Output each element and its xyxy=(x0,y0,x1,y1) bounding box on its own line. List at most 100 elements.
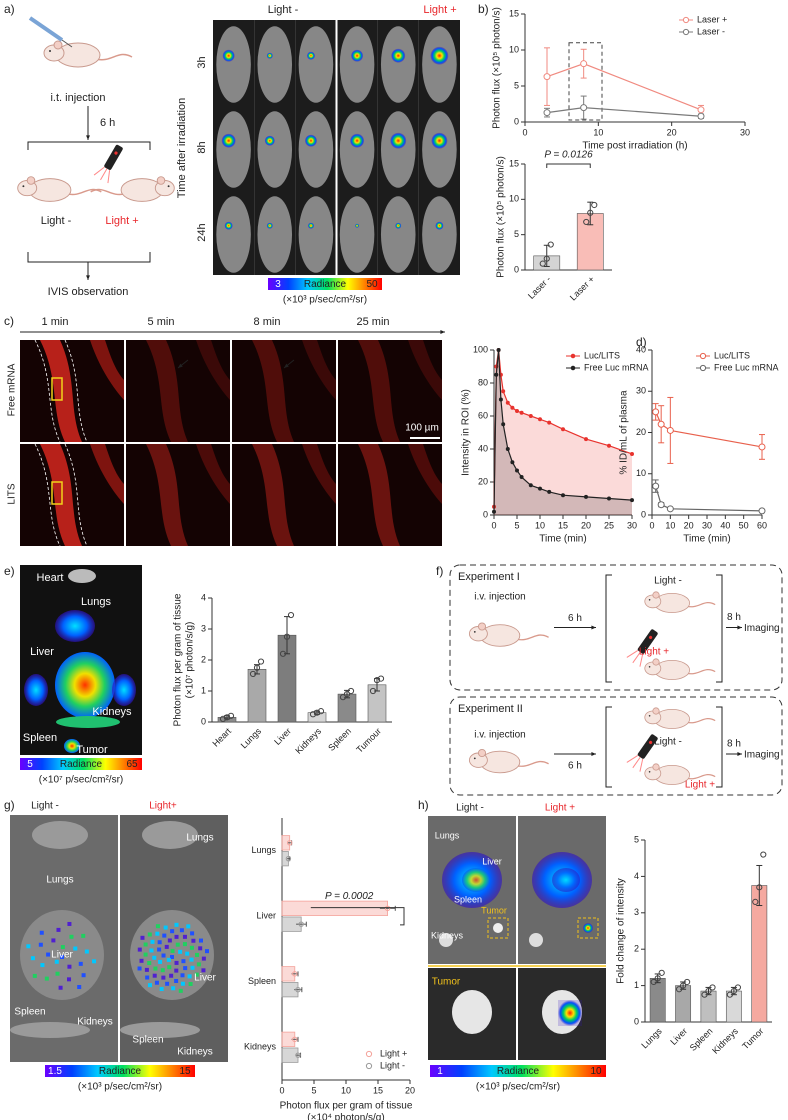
signal-pixel xyxy=(204,949,209,954)
signal-pixel xyxy=(67,977,72,982)
data-point xyxy=(510,460,515,465)
colorbar xyxy=(268,278,382,290)
signal-pixel xyxy=(26,944,31,949)
x-tick-label: Tumour xyxy=(354,726,383,755)
label: 5 min xyxy=(148,316,175,328)
x-tick-label: 0 xyxy=(279,1085,284,1095)
signal-pixel xyxy=(181,959,186,964)
x-tick-label: 40 xyxy=(720,520,730,530)
x-tick-label: 50 xyxy=(739,520,749,530)
label: Spleen xyxy=(132,1035,163,1046)
mouse-icon xyxy=(644,658,716,681)
signal-pixel xyxy=(81,973,86,978)
annotation: P = 0.0002 xyxy=(325,891,374,902)
signal-pixel xyxy=(67,964,72,969)
vessel xyxy=(90,444,124,504)
series-line xyxy=(655,411,763,448)
label: Experiment II xyxy=(458,703,523,715)
signal-pixel xyxy=(167,938,172,943)
signal-pixel xyxy=(166,957,171,962)
signal-pixel xyxy=(195,952,200,957)
laser-body xyxy=(637,629,658,654)
colorbar-min: 5 xyxy=(27,759,33,770)
replicate-point xyxy=(313,709,321,716)
axis-label: Photon flux per gram of tissue xyxy=(173,593,184,726)
signal-pixel xyxy=(180,973,185,978)
signal-pixel xyxy=(140,935,145,940)
signal-pixel xyxy=(183,966,188,971)
data-point xyxy=(295,986,301,993)
label: Time after irradiation xyxy=(176,98,188,198)
signal-pixel xyxy=(60,945,65,950)
significance-bracket xyxy=(546,163,591,168)
signal-pixel xyxy=(174,960,179,965)
label: Tumor xyxy=(76,744,108,756)
y-tick-label: Spleen xyxy=(248,976,276,986)
area-fill xyxy=(494,350,632,515)
mouse-photo xyxy=(380,196,416,273)
legend-marker xyxy=(570,365,576,371)
signal-blob xyxy=(307,222,314,229)
label: Liver xyxy=(51,950,73,961)
label: Kidneys xyxy=(92,706,132,718)
label: Light - xyxy=(456,803,484,814)
signal-blob xyxy=(222,49,235,62)
replicate-point xyxy=(369,687,377,695)
replicate-point xyxy=(701,991,708,998)
dashed-box xyxy=(449,696,783,796)
label: 8 min xyxy=(254,316,281,328)
y-tick-label: 0 xyxy=(201,716,206,726)
colorbar-max: 10 xyxy=(590,1066,602,1077)
y-tick-label: 10 xyxy=(509,44,519,54)
mouse-eye xyxy=(648,715,651,717)
organ xyxy=(439,933,453,947)
data-point xyxy=(652,408,660,416)
replicate-point xyxy=(760,851,767,858)
y-tick-label: 80 xyxy=(478,377,488,387)
data-point xyxy=(758,443,766,451)
label: Lungs xyxy=(435,830,460,840)
label: Liver xyxy=(482,856,502,866)
signal-pixel xyxy=(178,988,183,993)
label: 25 min xyxy=(356,316,389,328)
signal-pixel xyxy=(169,973,174,978)
replicate-point xyxy=(752,898,759,905)
laser-button xyxy=(114,151,118,155)
colorbar-min: 1.5 xyxy=(48,1066,62,1077)
signal-blob xyxy=(431,132,448,149)
y-tick-label: 20 xyxy=(636,427,646,437)
bracket xyxy=(716,706,723,788)
axis-label: Time (min) xyxy=(539,534,586,545)
data-point xyxy=(295,1052,301,1058)
replicate-point xyxy=(680,982,687,989)
signal-pixel xyxy=(175,942,180,947)
label: 6 h xyxy=(100,117,115,129)
bracket xyxy=(27,252,151,263)
x-tick-label: 0 xyxy=(649,520,654,530)
data-point xyxy=(528,414,533,418)
mouse-eye xyxy=(22,185,25,188)
data-point xyxy=(697,106,705,114)
mouse-eye xyxy=(167,185,170,188)
bar xyxy=(247,668,267,723)
label: Light - xyxy=(654,576,682,587)
signal-pixel xyxy=(149,948,154,953)
mouse-eye xyxy=(473,631,476,633)
signal-pixel xyxy=(157,940,162,945)
label: Liver xyxy=(30,646,54,658)
signal-pixel xyxy=(144,967,149,972)
replicate-point xyxy=(676,986,683,993)
signal-patch xyxy=(558,1000,582,1026)
y-tick-label: 15 xyxy=(509,158,519,168)
y-tick-label: 0 xyxy=(514,116,519,126)
mouse-tail xyxy=(686,718,716,724)
label: LITS xyxy=(7,483,18,504)
label: 24h xyxy=(196,223,208,241)
mouse-photo xyxy=(257,111,293,188)
signal-pixel xyxy=(174,978,179,983)
vessel xyxy=(146,340,188,442)
x-tick-label: 20 xyxy=(684,520,694,530)
organ xyxy=(24,674,48,706)
colorbar-min: 3 xyxy=(275,279,281,290)
signal-pixel xyxy=(84,949,89,954)
